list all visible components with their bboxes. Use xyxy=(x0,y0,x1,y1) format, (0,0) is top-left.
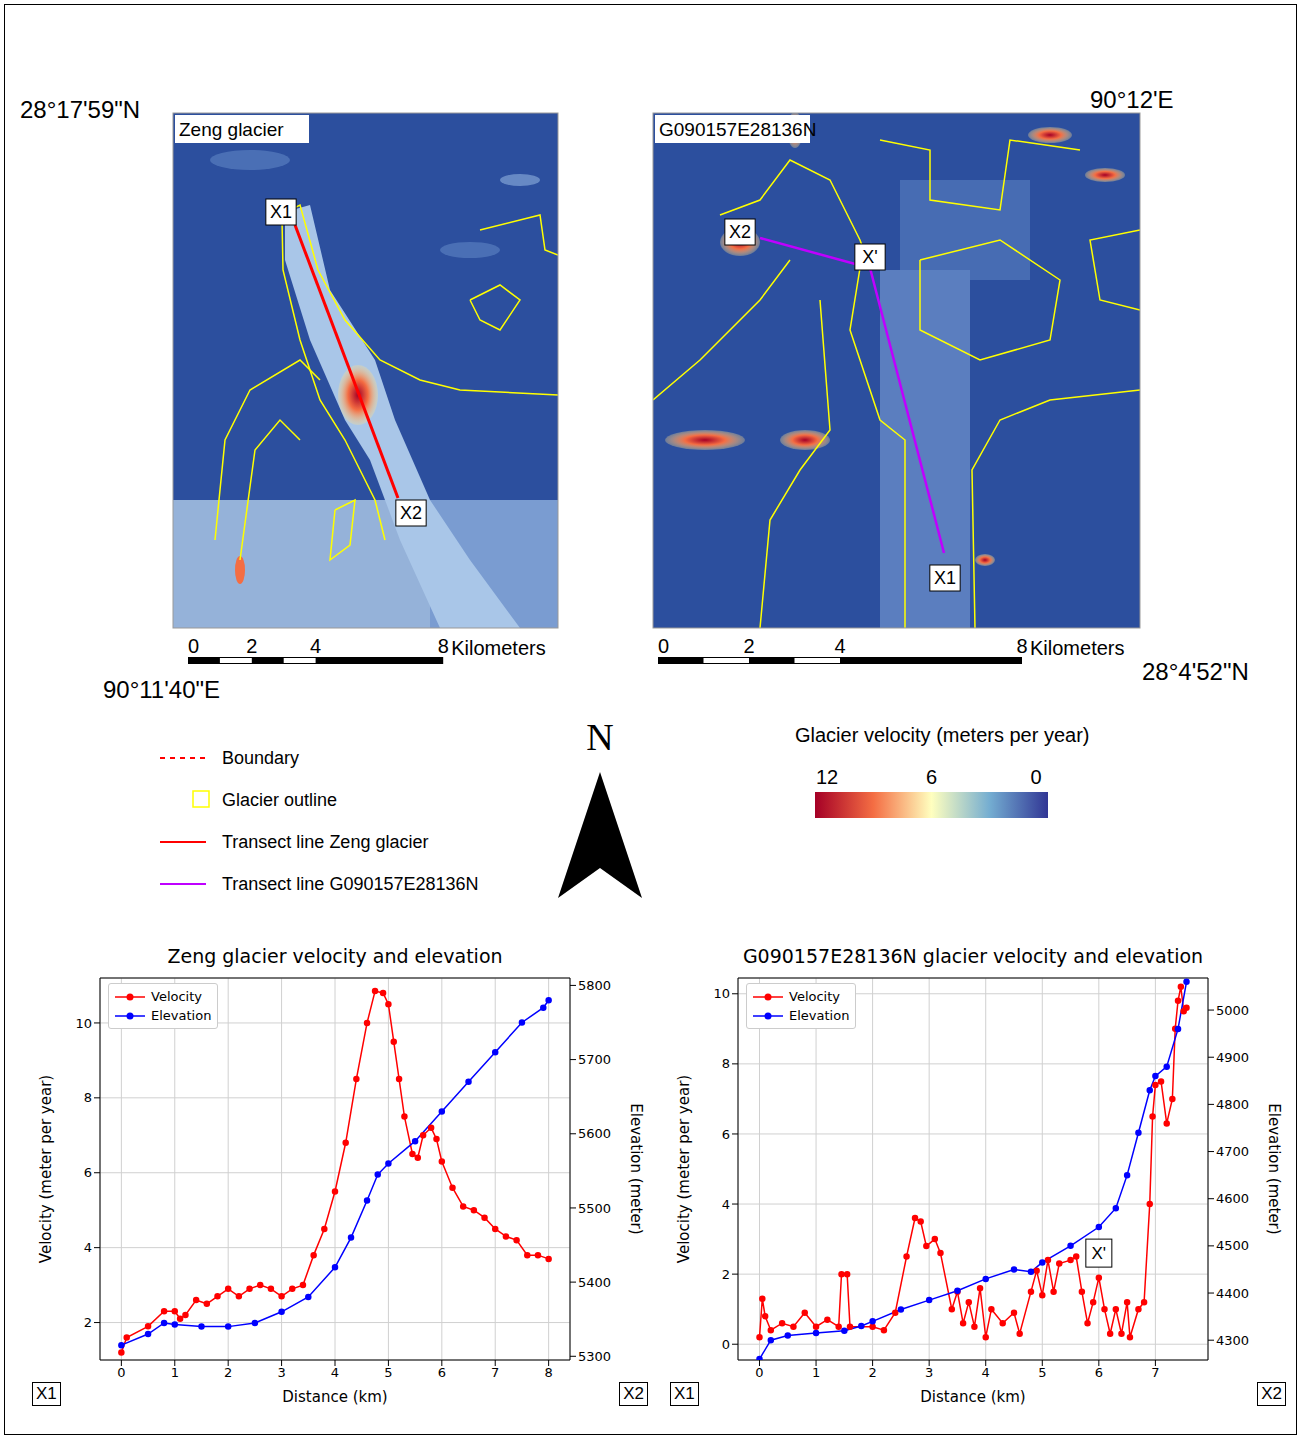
svg-text:Kilometers: Kilometers xyxy=(1030,637,1124,659)
svg-text:Kilometers: Kilometers xyxy=(451,637,545,659)
svg-text:4: 4 xyxy=(982,1365,990,1380)
svg-text:90°11'40"E: 90°11'40"E xyxy=(103,676,220,703)
svg-text:0: 0 xyxy=(755,1365,763,1380)
svg-text:Distance (km): Distance (km) xyxy=(920,1388,1025,1406)
svg-text:6: 6 xyxy=(722,1127,730,1142)
svg-text:6: 6 xyxy=(438,1365,446,1380)
svg-text:1: 1 xyxy=(171,1365,179,1380)
svg-text:0: 0 xyxy=(722,1337,730,1352)
svg-text:3: 3 xyxy=(277,1365,285,1380)
svg-text:4700: 4700 xyxy=(1216,1144,1249,1159)
svg-text:8: 8 xyxy=(1016,635,1027,657)
svg-text:2: 2 xyxy=(224,1365,232,1380)
html-text:Elevation: Elevation xyxy=(789,1008,850,1023)
svg-text:0: 0 xyxy=(1030,766,1041,788)
svg-text:5: 5 xyxy=(1038,1365,1046,1380)
svg-text:5700: 5700 xyxy=(578,1052,611,1067)
html-text:Elevation: Elevation xyxy=(151,1008,212,1023)
svg-text:5400: 5400 xyxy=(578,1275,611,1290)
svg-text:4900: 4900 xyxy=(1216,1050,1249,1065)
html-text:X1: X1 xyxy=(674,1384,695,1403)
svg-text:4800: 4800 xyxy=(1216,1097,1249,1112)
svg-text:6: 6 xyxy=(84,1165,92,1180)
svg-text:8: 8 xyxy=(544,1365,552,1380)
svg-text:10: 10 xyxy=(75,1016,92,1031)
svg-text:5300: 5300 xyxy=(578,1349,611,1364)
svg-text:0: 0 xyxy=(117,1365,125,1380)
svg-text:7: 7 xyxy=(1151,1365,1159,1380)
svg-text:2: 2 xyxy=(743,635,754,657)
svg-text:6: 6 xyxy=(926,766,937,788)
svg-text:90°12'E: 90°12'E xyxy=(1090,86,1174,113)
svg-text:2: 2 xyxy=(84,1315,92,1330)
svg-text:X1: X1 xyxy=(934,568,956,588)
svg-text:4: 4 xyxy=(331,1365,339,1380)
svg-text:4: 4 xyxy=(310,635,321,657)
svg-text:Elevation (meter): Elevation (meter) xyxy=(1265,1103,1283,1234)
svg-text:10: 10 xyxy=(713,986,730,1001)
svg-text:5000: 5000 xyxy=(1216,1003,1249,1018)
svg-text:0: 0 xyxy=(658,635,669,657)
svg-text:8: 8 xyxy=(438,635,449,657)
svg-text:Velocity (meter per year): Velocity (meter per year) xyxy=(675,1075,693,1263)
svg-text:28°4'52"N: 28°4'52"N xyxy=(1142,658,1249,685)
svg-text:1: 1 xyxy=(812,1365,820,1380)
svg-text:6: 6 xyxy=(1095,1365,1103,1380)
svg-text:12: 12 xyxy=(816,766,838,788)
svg-text:5600: 5600 xyxy=(578,1126,611,1141)
svg-text:2: 2 xyxy=(722,1267,730,1282)
svg-text:4600: 4600 xyxy=(1216,1191,1249,1206)
html-text:X2: X2 xyxy=(1261,1384,1282,1403)
svg-text:2: 2 xyxy=(868,1365,876,1380)
svg-text:Boundary: Boundary xyxy=(222,748,299,768)
html-text:X1: X1 xyxy=(36,1384,57,1403)
svg-text:X2: X2 xyxy=(729,222,751,242)
svg-text:0: 0 xyxy=(188,635,199,657)
svg-text:N: N xyxy=(586,716,613,758)
svg-text:4300: 4300 xyxy=(1216,1333,1249,1348)
svg-text:4: 4 xyxy=(834,635,845,657)
html-text:G090157E28136N glacier velocit: G090157E28136N glacier velocity and elev… xyxy=(742,945,1204,967)
html-text:Zeng glacier velocity and elev: Zeng glacier velocity and elevation xyxy=(167,945,503,967)
svg-text:8: 8 xyxy=(722,1056,730,1071)
svg-text:3: 3 xyxy=(925,1365,933,1380)
svg-text:X': X' xyxy=(1092,1244,1107,1263)
svg-text:X': X' xyxy=(862,247,877,267)
svg-text:G090157E28136N: G090157E28136N xyxy=(659,119,816,140)
svg-text:Distance (km): Distance (km) xyxy=(282,1388,387,1406)
svg-text:X2: X2 xyxy=(400,503,422,523)
svg-text:Velocity (meter per year): Velocity (meter per year) xyxy=(37,1075,55,1263)
svg-text:28°17'59"N: 28°17'59"N xyxy=(20,96,140,123)
svg-text:5800: 5800 xyxy=(578,978,611,993)
html-text:Velocity: Velocity xyxy=(789,989,840,1004)
html-text:X2: X2 xyxy=(623,1384,644,1403)
svg-text:4400: 4400 xyxy=(1216,1286,1249,1301)
svg-text:Transect line Zeng glacier: Transect line Zeng glacier xyxy=(222,832,428,852)
svg-text:Zeng glacier: Zeng glacier xyxy=(179,119,284,140)
svg-text:7: 7 xyxy=(491,1365,499,1380)
svg-text:8: 8 xyxy=(84,1090,92,1105)
svg-text:2: 2 xyxy=(246,635,257,657)
svg-text:4: 4 xyxy=(84,1240,92,1255)
svg-text:5500: 5500 xyxy=(578,1201,611,1216)
svg-text:X1: X1 xyxy=(270,202,292,222)
svg-text:Glacier velocity (meters per y: Glacier velocity (meters per year) xyxy=(795,724,1090,746)
svg-text:5: 5 xyxy=(384,1365,392,1380)
svg-text:Elevation (meter): Elevation (meter) xyxy=(627,1103,645,1234)
html-text:Velocity: Velocity xyxy=(151,989,202,1004)
svg-text:4: 4 xyxy=(722,1197,730,1212)
svg-text:Transect line G090157E28136N: Transect line G090157E28136N xyxy=(222,874,479,894)
svg-text:Glacier outline: Glacier outline xyxy=(222,790,337,810)
svg-text:4500: 4500 xyxy=(1216,1238,1249,1253)
